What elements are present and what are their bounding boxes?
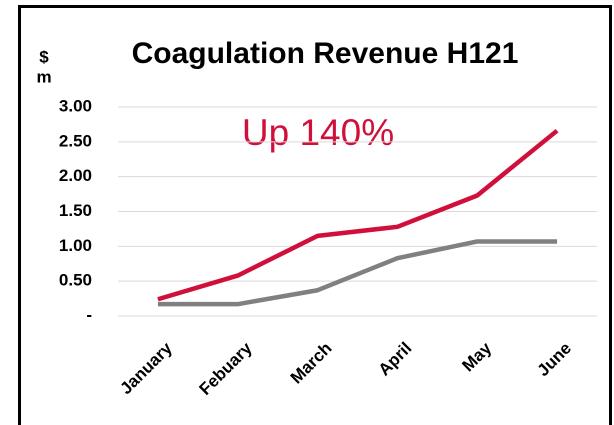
chart-title: Coagulation Revenue H121 [132,37,519,70]
y-tick-label: 1.50 [59,201,92,220]
y-tick-label: - [86,305,92,324]
y-tick-label: 3.00 [59,96,92,115]
frame [18,5,612,425]
line [157,128,559,302]
y-tick-label: 0.50 [59,271,92,290]
y-tick-label: 2.50 [59,131,92,150]
annotation: Up 140% [242,112,394,153]
y-tick-label: 1.00 [59,236,92,255]
y-tick-label: 2.00 [59,166,92,185]
y-axis-label: m [36,67,51,86]
y-axis-label: $ [39,47,49,66]
line [157,239,558,307]
